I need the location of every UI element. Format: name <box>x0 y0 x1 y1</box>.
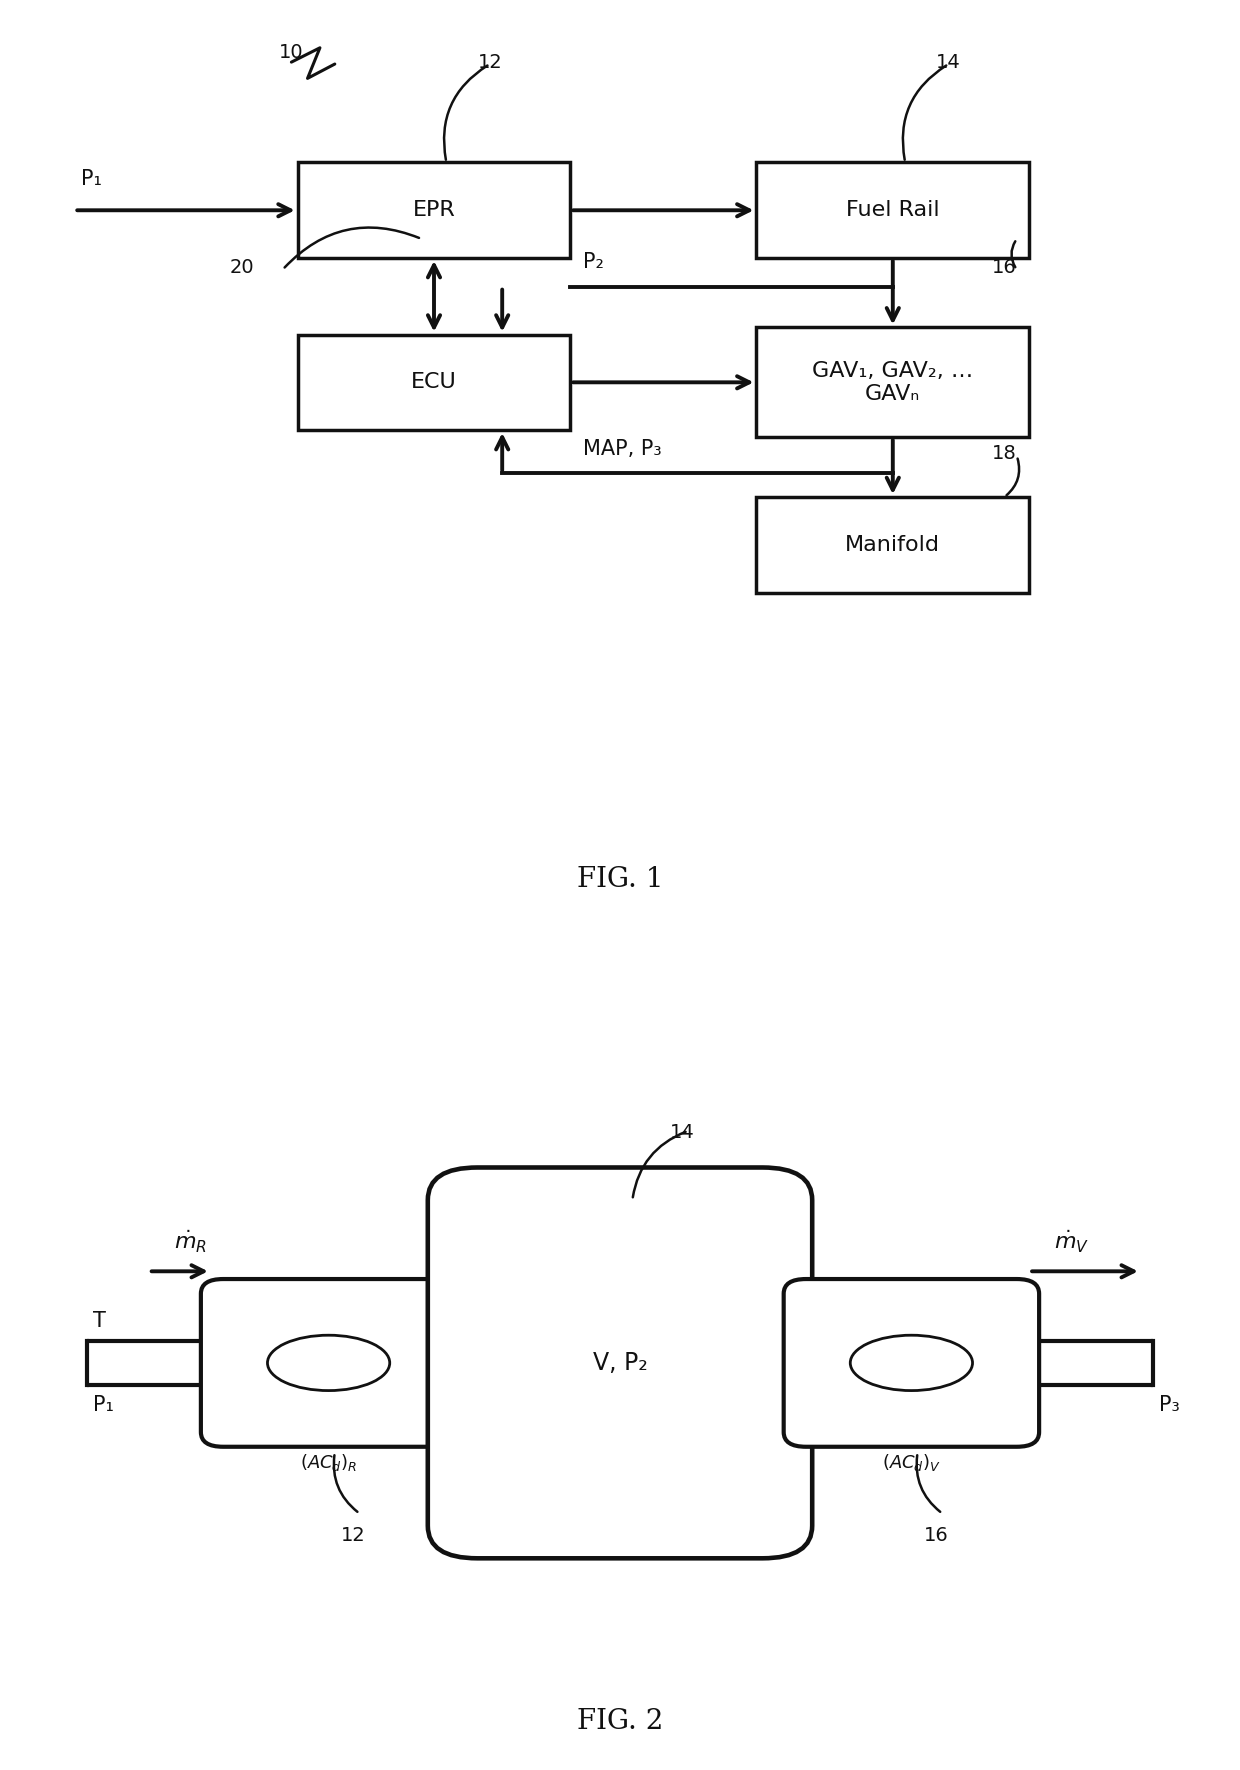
Text: $\dot{m}_V$: $\dot{m}_V$ <box>1054 1228 1090 1255</box>
FancyBboxPatch shape <box>201 1280 456 1446</box>
Text: 16: 16 <box>992 258 1017 278</box>
FancyBboxPatch shape <box>756 327 1029 437</box>
Text: 14: 14 <box>670 1122 694 1142</box>
Text: P₁: P₁ <box>81 170 102 189</box>
FancyBboxPatch shape <box>428 1168 812 1558</box>
Text: EPR: EPR <box>413 200 455 219</box>
Ellipse shape <box>268 1335 389 1391</box>
Text: Fuel Rail: Fuel Rail <box>846 200 940 219</box>
Text: $(AC_d)_V$: $(AC_d)_V$ <box>882 1453 941 1473</box>
Text: MAP, P₃: MAP, P₃ <box>583 439 661 458</box>
FancyBboxPatch shape <box>298 163 570 258</box>
Text: $\dot{m}_R$: $\dot{m}_R$ <box>174 1228 207 1255</box>
Text: 12: 12 <box>477 53 502 71</box>
Text: ECU: ECU <box>412 372 456 393</box>
FancyBboxPatch shape <box>756 163 1029 258</box>
Text: Manifold: Manifold <box>846 535 940 554</box>
FancyBboxPatch shape <box>756 497 1029 593</box>
Text: $(AC_d)_R$: $(AC_d)_R$ <box>300 1453 357 1473</box>
Text: 10: 10 <box>279 42 304 62</box>
Ellipse shape <box>851 1335 972 1391</box>
Text: 16: 16 <box>924 1526 949 1545</box>
Text: 14: 14 <box>936 53 961 71</box>
Text: V, P₂: V, P₂ <box>593 1351 647 1375</box>
FancyBboxPatch shape <box>298 335 570 430</box>
FancyBboxPatch shape <box>784 1280 1039 1446</box>
Text: 18: 18 <box>992 444 1017 464</box>
Text: GAV₁, GAV₂, …
GAVₙ: GAV₁, GAV₂, … GAVₙ <box>812 361 973 404</box>
Text: FIG. 2: FIG. 2 <box>577 1708 663 1735</box>
Text: T: T <box>93 1312 105 1331</box>
Text: P₁: P₁ <box>93 1395 114 1414</box>
Text: FIG. 1: FIG. 1 <box>577 866 663 892</box>
Text: 12: 12 <box>341 1526 366 1545</box>
Text: 20: 20 <box>229 258 254 278</box>
Text: P₂: P₂ <box>583 253 604 273</box>
Text: P₃: P₃ <box>1159 1395 1180 1414</box>
